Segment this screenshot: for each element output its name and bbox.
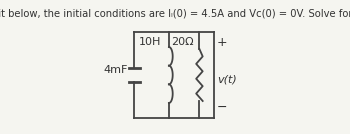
Text: 10H: 10H [139, 37, 162, 47]
Text: +: + [217, 36, 228, 49]
Text: v(t): v(t) [217, 75, 237, 85]
Text: 20Ω: 20Ω [171, 37, 193, 47]
Text: −: − [217, 101, 228, 114]
Text: 4mF: 4mF [103, 65, 128, 75]
Text: For the circuit below, the initial conditions are Iₗ(0) = 4.5A and Vc(0) = 0V. S: For the circuit below, the initial condi… [0, 8, 350, 18]
